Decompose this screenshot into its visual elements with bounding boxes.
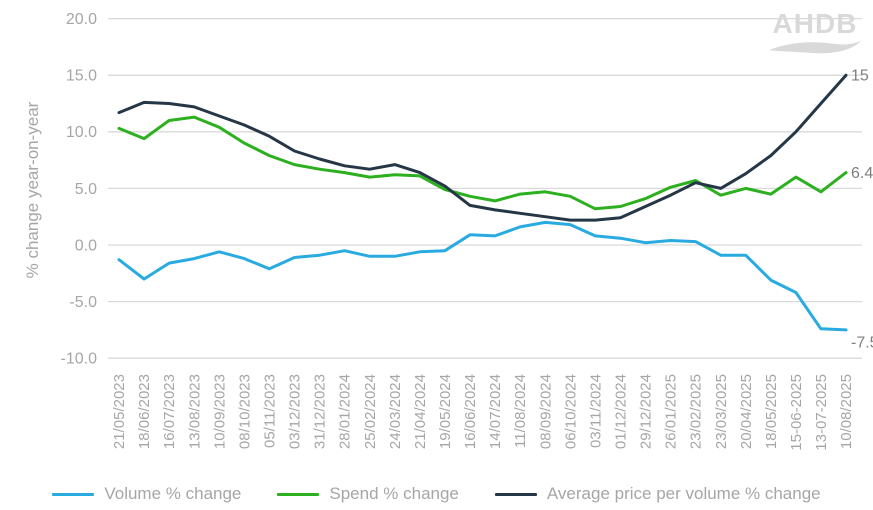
x-tick-label: 05/11/2023 (262, 374, 279, 448)
x-tick-label: 23/02/2025 (688, 374, 705, 449)
x-tick-label: 13-07-2025 (813, 374, 830, 451)
y-axis-title: % change year-on-year (23, 101, 42, 279)
y-tick-label: 10.0 (66, 124, 97, 141)
y-tick-label: 20.0 (66, 11, 97, 28)
x-tick-label: 14/07/2024 (487, 374, 504, 449)
y-tick-label: 5.0 (75, 181, 97, 198)
x-tick-label: 19/05/2024 (437, 374, 454, 449)
legend-item-spend: Spend % change (277, 484, 459, 504)
x-tick-label: 15-06-2025 (788, 374, 805, 451)
x-tick-label: 25/02/2024 (362, 374, 379, 449)
x-tick-label: 01/12/2024 (612, 374, 629, 449)
avg-price-line-swatch (494, 492, 537, 496)
ahdb-swoosh-icon (769, 40, 861, 54)
y-tick-label: 0.0 (75, 237, 97, 254)
x-tick-label: 31/12/2023 (312, 374, 329, 449)
x-tick-label: 11/08/2024 (512, 374, 529, 448)
x-tick-label: 03/11/2024 (587, 374, 604, 448)
x-tick-label: 29/12/2024 (638, 374, 655, 449)
x-tick-label: 10/09/2023 (211, 374, 228, 449)
x-tick-label: 21/04/2024 (412, 374, 429, 449)
x-tick-label: 10/08/2025 (838, 374, 855, 449)
x-tick-label: 13/08/2023 (186, 374, 203, 449)
x-tick-label: 03/12/2023 (287, 374, 304, 449)
y-tick-label: -10.0 (61, 351, 98, 368)
legend-label-spend: Spend % change (329, 484, 459, 503)
x-tick-label: 18/05/2025 (763, 374, 780, 449)
x-tick-label: 21/05/2023 (111, 374, 128, 449)
x-tick-label: 08/09/2024 (537, 374, 554, 449)
y-tick-label: 15.0 (66, 68, 97, 85)
x-tick-label: 06/10/2024 (562, 374, 579, 449)
series-line-2 (117, 73, 848, 222)
ahdb-logo-text: AHDB (772, 8, 858, 39)
end-label-2: 15 (851, 68, 869, 85)
x-tick-label: 23/03/2025 (713, 374, 730, 449)
end-label-1: 6.4 (851, 165, 873, 182)
end-label-0: -7.5 (851, 334, 873, 351)
ahdb-logo: AHDB (769, 10, 861, 55)
series-line-1 (117, 115, 848, 211)
legend-item-avg-price: Average price per volume % change (494, 484, 821, 504)
x-tick-label: 18/06/2023 (136, 374, 153, 449)
x-tick-label: 26/01/2025 (663, 374, 680, 449)
series-line-0 (117, 220, 848, 332)
chart-legend: Volume % change Spend % change Average p… (0, 484, 873, 504)
spend-line-swatch (277, 492, 320, 496)
x-tick-label: 16/06/2024 (462, 374, 479, 449)
x-tick-label: 16/07/2023 (161, 374, 178, 449)
legend-label-avg-price: Average price per volume % change (546, 484, 821, 503)
volume-line-swatch (52, 492, 95, 496)
x-tick-label: 20/04/2025 (738, 374, 755, 449)
y-tick-label: -5.0 (69, 294, 97, 311)
x-tick-label: 08/10/2023 (236, 374, 253, 449)
legend-item-volume: Volume % change (52, 484, 241, 504)
x-tick-label: 28/01/2024 (337, 374, 354, 449)
x-tick-label: 24/03/2024 (387, 374, 404, 449)
legend-label-volume: Volume % change (104, 484, 242, 503)
